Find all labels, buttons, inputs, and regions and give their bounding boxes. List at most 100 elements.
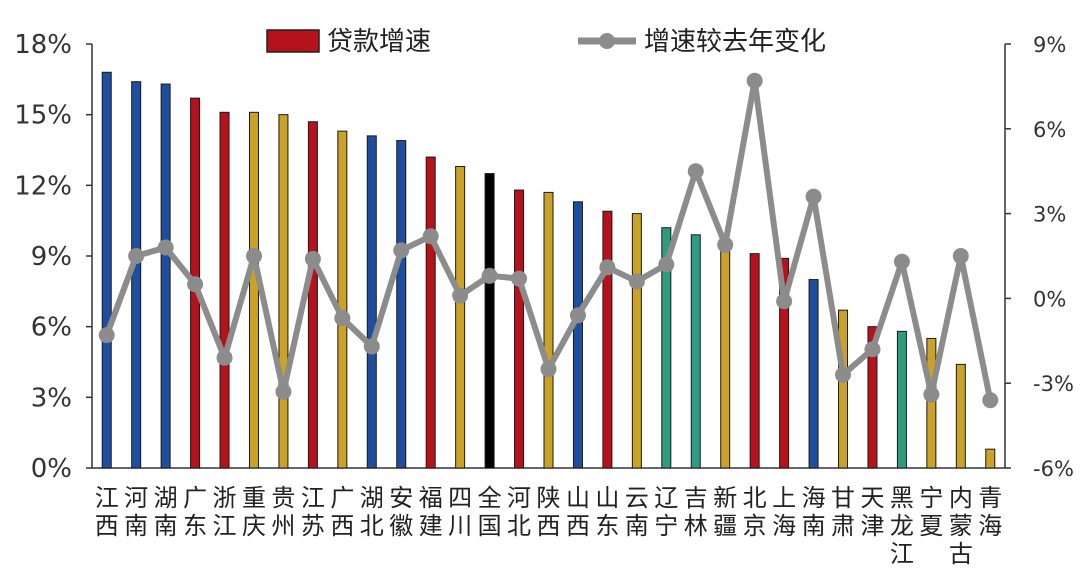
x-tick-label: 海 <box>802 484 826 512</box>
x-tick-label: 肃 <box>831 512 855 540</box>
line-point <box>805 188 822 205</box>
bar <box>602 210 613 469</box>
x-tick-label: 西 <box>330 512 354 540</box>
x-tick-label: 州 <box>271 512 295 540</box>
x-tick-label: 新 <box>713 484 737 512</box>
bar <box>455 165 466 469</box>
line-point <box>687 163 704 180</box>
x-tick-label: 京 <box>743 512 767 540</box>
line-point <box>128 248 145 264</box>
x-tick-label: 海 <box>772 512 796 540</box>
bar <box>219 111 230 469</box>
x-tick-label: 东 <box>183 512 207 540</box>
y-left-tick-label: 12% <box>14 171 72 201</box>
bar <box>896 330 907 469</box>
axes: 0% 3% 6% 9% 12% 15% 18% -6% -3% 0% 3% 6% 9% <box>14 30 1074 484</box>
line-point <box>746 72 763 89</box>
bar <box>955 363 966 469</box>
bar <box>484 173 495 469</box>
bar <box>720 246 731 469</box>
x-tick-label: 宁 <box>654 512 678 540</box>
bar <box>985 448 996 469</box>
x-tick-label: 国 <box>478 512 502 540</box>
x-tick-label: 辽 <box>654 484 678 512</box>
x-tick-label: 南 <box>625 512 649 540</box>
x-tick-label: 贵 <box>271 484 295 512</box>
x-tick-label: 黑 <box>890 484 914 512</box>
x-tick-label: 徽 <box>389 512 413 540</box>
x-tick-label: 川 <box>448 512 472 540</box>
y-left-tick-label: 3% <box>31 383 72 413</box>
line-point <box>923 386 940 403</box>
x-tick-label: 南 <box>154 512 178 540</box>
line-point <box>511 270 528 287</box>
line-point <box>157 239 174 256</box>
bar <box>749 253 760 469</box>
legend-bar-label: 贷款增速 <box>327 27 431 57</box>
bar <box>131 81 142 469</box>
bar <box>779 257 790 469</box>
x-tick-label: 河 <box>124 484 148 512</box>
x-tick-label: 湖 <box>154 484 178 512</box>
x-axis-labels: 江西河南湖南广东浙江重庆贵州江苏广西湖北安徽福建四川全国河北陕西山西山东云南辽宁… <box>95 484 1003 568</box>
x-tick-label: 内 <box>949 484 973 512</box>
x-tick-label: 宁 <box>919 484 943 512</box>
y-left-tick-label: 6% <box>31 313 72 343</box>
x-tick-label: 重 <box>242 484 266 512</box>
line-point <box>304 250 321 267</box>
x-tick-label: 广 <box>330 484 354 512</box>
x-tick-label: 四 <box>448 484 472 512</box>
x-tick-label: 云 <box>625 484 649 512</box>
x-tick-label: 浙 <box>213 484 237 512</box>
bar <box>690 234 701 469</box>
x-tick-label: 河 <box>507 484 531 512</box>
y-right-tick-label: 9% <box>1033 33 1066 57</box>
y-left-tick-label: 15% <box>14 101 72 131</box>
x-tick-label: 全 <box>478 484 502 512</box>
line-point <box>982 392 999 409</box>
x-tick-label: 建 <box>419 512 443 540</box>
bar <box>366 135 377 469</box>
x-tick-label: 西 <box>95 512 119 540</box>
line-point <box>628 273 645 290</box>
line-point <box>275 383 292 400</box>
bar <box>101 71 112 469</box>
bar <box>425 156 436 469</box>
y-left-tick-label: 9% <box>31 242 72 272</box>
x-tick-label: 山 <box>595 484 619 512</box>
y-right-tick-label: 0% <box>1033 287 1066 311</box>
x-tick-label: 天 <box>860 484 884 512</box>
legend-bar-swatch <box>266 29 320 53</box>
line-point <box>835 366 852 383</box>
x-tick-label: 蒙 <box>949 512 973 540</box>
x-tick-label: 夏 <box>919 512 943 540</box>
x-tick-label: 江 <box>95 484 119 512</box>
line-point <box>422 228 439 245</box>
line-point <box>717 236 734 253</box>
x-tick-label: 山 <box>566 484 590 512</box>
x-tick-label: 北 <box>360 512 384 540</box>
line-point <box>893 253 910 270</box>
x-tick-label: 龙 <box>890 512 914 540</box>
x-tick-label: 疆 <box>713 512 737 540</box>
legend: 贷款增速 增速较去年变化 <box>266 27 826 57</box>
line-point <box>393 242 410 259</box>
line-point <box>187 276 204 293</box>
line-point <box>452 287 469 304</box>
x-tick-label: 北 <box>507 512 531 540</box>
bar <box>661 227 672 469</box>
x-tick-label: 海 <box>978 512 1002 540</box>
bar <box>867 326 878 469</box>
x-tick-label: 福 <box>419 484 443 512</box>
line-point <box>658 256 675 273</box>
bar <box>514 189 525 469</box>
y-left-tick-label: 0% <box>31 454 72 484</box>
line-point <box>363 338 380 355</box>
x-tick-label: 南 <box>124 512 148 540</box>
x-tick-label: 苏 <box>301 512 325 540</box>
legend-line-marker <box>599 33 615 49</box>
x-tick-label: 西 <box>566 512 590 540</box>
x-tick-label: 古 <box>949 540 973 568</box>
bar <box>838 309 849 469</box>
